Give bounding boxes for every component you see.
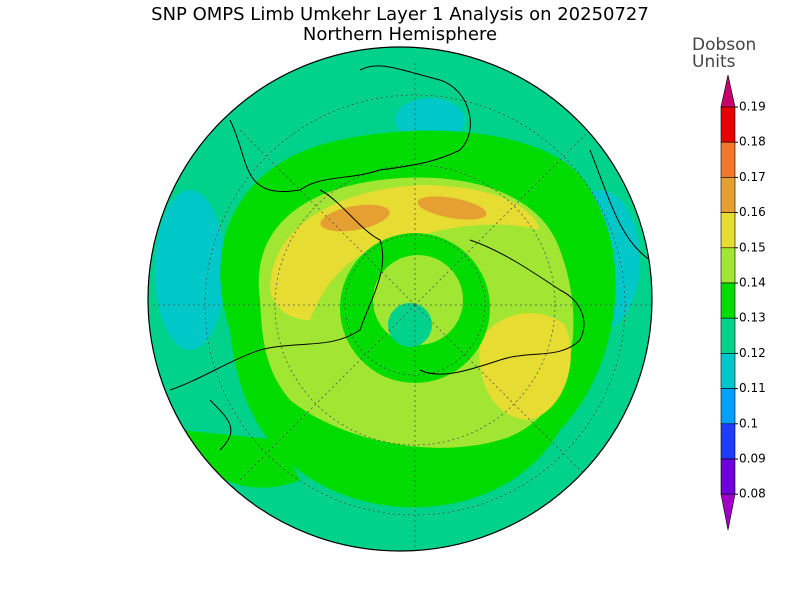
colorbar-band [720, 247, 736, 284]
subtitle: Northern Hemisphere [303, 24, 497, 45]
colorbar-tick-label: 0.08 [739, 487, 766, 501]
colorbar-tick-label: 0.19 [739, 100, 766, 114]
colorbar-label: Units [692, 52, 736, 72]
colorbar-band [720, 141, 736, 178]
colorbar-tick-label: 0.16 [739, 205, 766, 219]
colorbar-band [720, 423, 736, 460]
colorbar-triangle [720, 74, 736, 108]
colorbar-band [720, 458, 736, 495]
colorbar-tick-label: 0.1 [739, 416, 758, 430]
colorbar-band [720, 282, 736, 319]
colorbar-triangle [720, 493, 736, 531]
colorbar-band [720, 212, 736, 249]
map [148, 47, 652, 551]
colorbar-tick-label: 0.15 [739, 240, 766, 254]
colorbar-tick-label: 0.12 [739, 346, 766, 360]
colorbar-tick-label: 0.09 [739, 452, 766, 466]
colorbar-band [720, 177, 736, 213]
colorbar-tick-label: 0.11 [739, 381, 766, 395]
colorbar-band [720, 353, 736, 389]
title: SNP OMPS Limb Umkehr Layer 1 Analysis on… [151, 4, 649, 25]
colorbar: 0.19 0.18 0.17 0.16 0.15 0.14 0.13 0.12 0.11 0.1 0… [720, 74, 766, 531]
map-border [147, 46, 653, 552]
colorbar-tick-label: 0.18 [739, 135, 766, 149]
colorbar-band [720, 106, 736, 143]
colorbar-tick-label: 0.14 [739, 276, 766, 290]
colorbar-band [720, 317, 736, 354]
colorbar-label: Dobson [692, 35, 756, 55]
colorbar-tick-label: 0.13 [739, 311, 766, 325]
colorbar-band [720, 388, 736, 425]
colorbar-tick-label: 0.17 [739, 170, 766, 184]
